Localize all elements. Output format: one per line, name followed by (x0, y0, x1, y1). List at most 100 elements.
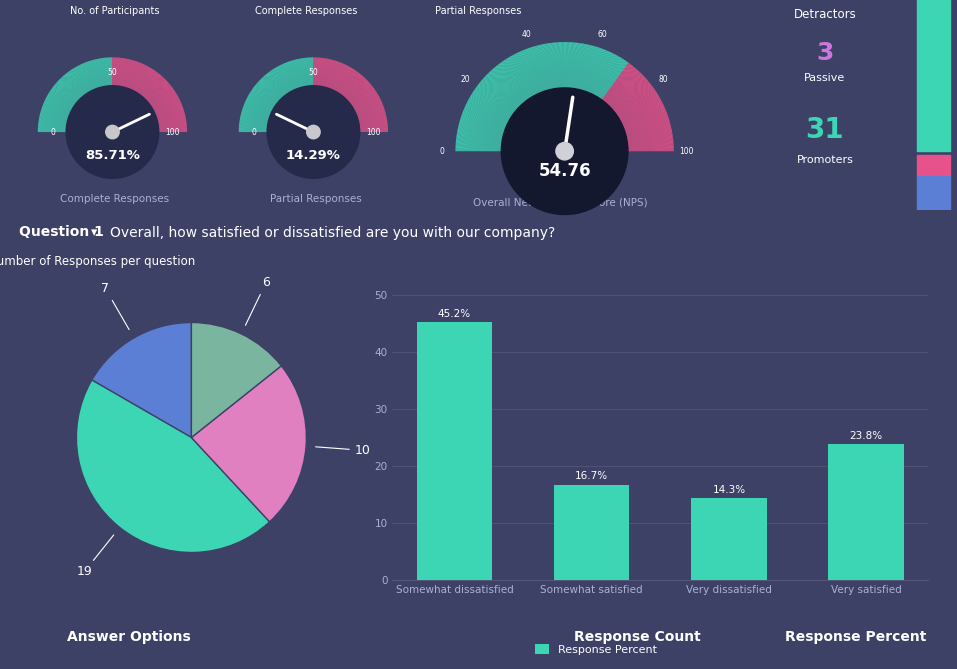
Polygon shape (145, 78, 166, 99)
Polygon shape (618, 92, 657, 118)
Text: Complete Responses: Complete Responses (60, 194, 169, 203)
Polygon shape (240, 117, 268, 123)
Polygon shape (621, 102, 662, 123)
Polygon shape (348, 82, 369, 102)
Polygon shape (539, 45, 550, 90)
Polygon shape (359, 121, 388, 126)
Polygon shape (46, 96, 72, 110)
Polygon shape (609, 72, 640, 106)
Polygon shape (626, 126, 671, 137)
Polygon shape (456, 141, 501, 146)
Polygon shape (488, 73, 521, 106)
Polygon shape (315, 58, 317, 86)
Polygon shape (497, 66, 525, 102)
Polygon shape (619, 96, 659, 119)
Polygon shape (273, 69, 289, 93)
Text: Answer Options: Answer Options (67, 630, 190, 644)
Polygon shape (616, 89, 655, 116)
Polygon shape (114, 58, 116, 86)
Polygon shape (40, 111, 68, 120)
Polygon shape (625, 116, 668, 131)
Polygon shape (54, 85, 77, 103)
Polygon shape (156, 109, 184, 118)
Polygon shape (157, 112, 185, 120)
Polygon shape (493, 68, 523, 103)
Polygon shape (115, 58, 118, 86)
Polygon shape (96, 59, 102, 87)
Polygon shape (627, 136, 673, 142)
Polygon shape (121, 58, 126, 86)
Polygon shape (142, 74, 160, 96)
Polygon shape (554, 43, 559, 88)
Polygon shape (159, 127, 187, 130)
Polygon shape (250, 92, 275, 108)
Polygon shape (520, 52, 539, 94)
Polygon shape (573, 43, 581, 88)
Polygon shape (277, 66, 291, 92)
Polygon shape (357, 105, 384, 116)
Polygon shape (628, 138, 673, 144)
Polygon shape (626, 126, 671, 137)
Polygon shape (116, 58, 119, 86)
Polygon shape (118, 58, 122, 86)
Polygon shape (603, 65, 632, 102)
Polygon shape (465, 106, 507, 126)
Polygon shape (348, 83, 370, 102)
Polygon shape (593, 54, 614, 95)
Polygon shape (287, 62, 298, 89)
Polygon shape (258, 81, 279, 100)
Polygon shape (158, 116, 186, 122)
Polygon shape (243, 106, 270, 117)
Polygon shape (42, 105, 69, 116)
Polygon shape (154, 100, 180, 112)
Polygon shape (626, 122, 670, 134)
Polygon shape (494, 68, 524, 103)
Polygon shape (138, 70, 153, 94)
Polygon shape (41, 110, 68, 118)
Polygon shape (587, 49, 603, 92)
Text: 0: 0 (252, 128, 256, 136)
Polygon shape (47, 95, 72, 110)
Polygon shape (291, 60, 300, 88)
Polygon shape (598, 58, 623, 98)
Polygon shape (306, 58, 309, 86)
Polygon shape (245, 102, 271, 114)
Polygon shape (145, 80, 167, 100)
Polygon shape (627, 135, 673, 142)
Polygon shape (48, 94, 73, 109)
Polygon shape (519, 52, 538, 94)
Polygon shape (104, 58, 108, 86)
Polygon shape (353, 92, 377, 108)
Polygon shape (273, 70, 288, 94)
Polygon shape (85, 62, 96, 89)
Polygon shape (125, 60, 134, 88)
Polygon shape (38, 122, 67, 126)
Polygon shape (271, 71, 287, 94)
Polygon shape (471, 95, 510, 119)
Polygon shape (346, 79, 367, 100)
Polygon shape (359, 118, 387, 124)
Polygon shape (528, 48, 544, 92)
Polygon shape (600, 62, 627, 99)
Polygon shape (141, 72, 158, 96)
Polygon shape (253, 88, 276, 105)
Polygon shape (103, 58, 107, 86)
Polygon shape (338, 68, 353, 93)
Polygon shape (462, 113, 505, 130)
Text: 54.76: 54.76 (539, 162, 590, 180)
Polygon shape (339, 70, 354, 94)
Polygon shape (358, 112, 386, 120)
Polygon shape (76, 66, 90, 92)
Polygon shape (97, 59, 103, 87)
Polygon shape (146, 81, 167, 100)
Polygon shape (577, 44, 588, 89)
Polygon shape (41, 110, 68, 119)
Polygon shape (249, 94, 274, 109)
Polygon shape (69, 71, 86, 94)
Text: Overall Net Promoter Score (NPS): Overall Net Promoter Score (NPS) (473, 198, 647, 208)
Polygon shape (239, 130, 267, 132)
Polygon shape (288, 62, 299, 88)
Polygon shape (75, 68, 89, 92)
Polygon shape (124, 60, 132, 88)
Polygon shape (359, 116, 387, 123)
